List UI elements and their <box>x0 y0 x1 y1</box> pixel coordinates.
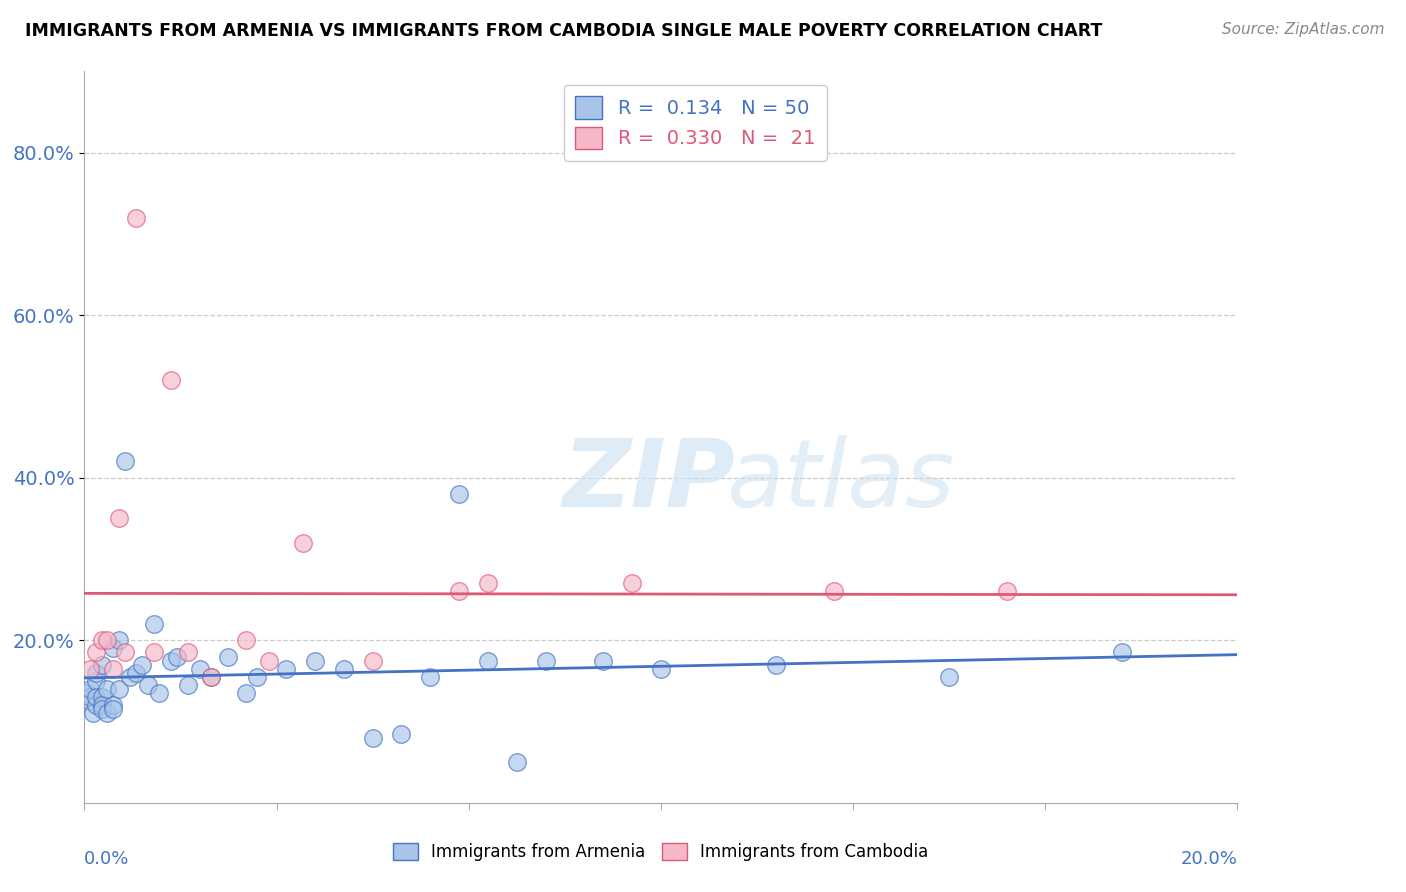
Point <box>257 654 280 668</box>
Point <box>534 654 557 668</box>
Point <box>103 698 124 713</box>
Text: ZIP: ZIP <box>562 435 735 527</box>
Point <box>136 678 159 692</box>
Point <box>108 633 131 648</box>
Point <box>449 487 471 501</box>
Point <box>160 654 183 668</box>
Point <box>84 698 107 713</box>
Point <box>823 584 845 599</box>
Point <box>188 662 211 676</box>
Point <box>276 662 298 676</box>
Point <box>166 649 188 664</box>
Point <box>90 698 112 713</box>
Point <box>103 702 124 716</box>
Text: 20.0%: 20.0% <box>1181 850 1237 868</box>
Point <box>79 694 101 708</box>
Point <box>177 645 200 659</box>
Point <box>79 690 101 705</box>
Point <box>1111 645 1133 659</box>
Text: Source: ZipAtlas.com: Source: ZipAtlas.com <box>1222 22 1385 37</box>
Point <box>246 670 269 684</box>
Point <box>592 654 614 668</box>
Point <box>938 670 960 684</box>
Point <box>621 576 644 591</box>
Point <box>142 617 165 632</box>
Point <box>125 665 148 680</box>
Point <box>84 665 107 680</box>
Point <box>235 686 257 700</box>
Point <box>103 641 124 656</box>
Point <box>79 681 101 696</box>
Point <box>449 584 471 599</box>
Point <box>650 662 672 676</box>
Point <box>120 670 142 684</box>
Point <box>76 686 98 700</box>
Point <box>96 633 118 648</box>
Point <box>131 657 153 672</box>
Point <box>292 535 315 549</box>
Point <box>148 686 170 700</box>
Point <box>177 678 200 692</box>
Point <box>765 657 787 672</box>
Point <box>103 662 124 676</box>
Text: 0.0%: 0.0% <box>84 850 129 868</box>
Point <box>361 654 384 668</box>
Point <box>114 454 136 468</box>
Point <box>200 670 222 684</box>
Point <box>96 706 118 721</box>
Point <box>477 576 499 591</box>
Point <box>79 662 101 676</box>
Point <box>90 690 112 705</box>
Point <box>160 373 183 387</box>
Point <box>200 670 222 684</box>
Point <box>995 584 1018 599</box>
Point <box>361 731 384 745</box>
Point <box>82 706 104 721</box>
Point <box>84 690 107 705</box>
Point <box>391 727 413 741</box>
Point <box>218 649 240 664</box>
Point <box>90 657 112 672</box>
Point <box>90 702 112 716</box>
Point <box>84 645 107 659</box>
Point <box>142 645 165 659</box>
Point <box>125 211 148 225</box>
Point <box>477 654 499 668</box>
Legend: Immigrants from Armenia, Immigrants from Cambodia: Immigrants from Armenia, Immigrants from… <box>387 836 935 868</box>
Point <box>96 681 118 696</box>
Point <box>235 633 257 648</box>
Point <box>506 755 529 769</box>
Text: IMMIGRANTS FROM ARMENIA VS IMMIGRANTS FROM CAMBODIA SINGLE MALE POVERTY CORRELAT: IMMIGRANTS FROM ARMENIA VS IMMIGRANTS FR… <box>25 22 1102 40</box>
Point <box>114 645 136 659</box>
Point <box>84 673 107 688</box>
Point <box>90 633 112 648</box>
Point <box>108 681 131 696</box>
Point <box>304 654 326 668</box>
Point <box>108 511 131 525</box>
Text: atlas: atlas <box>727 435 955 526</box>
Point <box>333 662 356 676</box>
Point <box>419 670 441 684</box>
